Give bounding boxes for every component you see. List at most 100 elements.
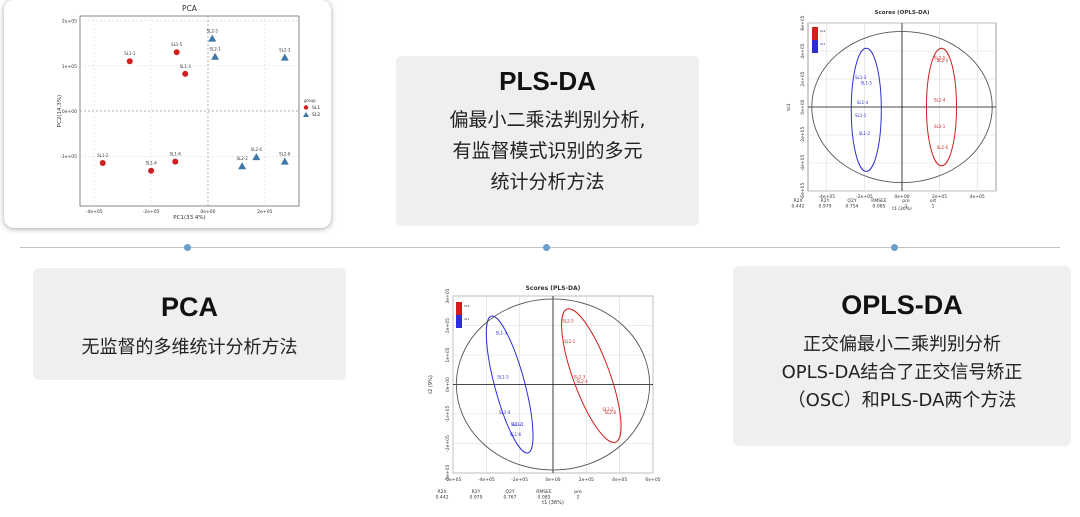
y-tick-label: 1e+05 (62, 64, 77, 70)
y-tick-label: 6e+05 (800, 15, 806, 30)
point-label: SL2-5 (207, 29, 219, 34)
plsda-card-title: PLS-DA (499, 66, 596, 96)
legend-marker-sl1 (303, 105, 309, 110)
legend-label: SL1 (464, 317, 470, 321)
x-tick-label: 2e+05 (932, 194, 947, 200)
point-label: SL1-4 (499, 410, 511, 415)
legend-marker-sl2 (303, 112, 309, 117)
point-label: SL1-3 (496, 330, 508, 335)
y-tick-label: 3e+05 (445, 288, 451, 303)
point-label: SL1-1 (124, 51, 136, 56)
y-tick-label: 2e+05 (62, 19, 77, 25)
x-tick-label: -2e+05 (511, 477, 528, 483)
stat-value: 1 (932, 204, 935, 210)
chart-title: Scores (OPLS-DA) (875, 10, 930, 16)
plsda-scores-plot: -6e+05 -4e+05 -2e+05 0e+00 2e+05 4e+05 6e+05 3e… (428, 285, 661, 506)
x-tick-label: -2e+05 (856, 194, 873, 200)
x-axis-label: t1 (26%) (892, 206, 912, 212)
plsda-desc-line-3: 统计分析方法 (490, 171, 605, 193)
x-tick-label: -4e+05 (478, 477, 495, 483)
x-tick-label: -2e+05 (143, 209, 160, 215)
stat-value: 0.979 (470, 495, 483, 501)
x-axis-label: PC1(33.4%) (173, 215, 205, 221)
data-point-sl2 (211, 52, 220, 60)
plsda-card: PLS-DA 偏最小二乘法判别分析, 有监督模式识别的多元 统计分析方法 (396, 56, 699, 226)
confidence-ellipse-sl1 (485, 315, 534, 454)
point-label: SL1-6 (510, 432, 522, 437)
point-label: SL2-1 (564, 339, 576, 344)
stat-value: 0.085 (538, 495, 551, 501)
data-point-sl1 (172, 158, 179, 165)
legend-swatch-sl1 (812, 40, 818, 53)
confidence-ellipse-sl2 (561, 308, 622, 443)
y-tick-label: 0e+00 (445, 377, 451, 392)
legend-label: SL1 (820, 42, 826, 46)
data-point-sl2 (280, 157, 289, 165)
x-tick-label: 4e+05 (612, 477, 627, 483)
legend-label: SL2 (464, 304, 470, 308)
x-tick-label: 0e+00 (894, 194, 909, 200)
point-label: SL1-5 (171, 42, 183, 47)
chart-title: PCA (182, 4, 198, 13)
stat-value: 0.442 (792, 204, 805, 210)
confidence-ellipse-sl2 (925, 47, 958, 167)
point-label: SL1-3 (855, 75, 867, 80)
oplsda-desc-line-2: OPLS-DA结合了正交信号矫正 (781, 362, 1023, 383)
stat-value: 0.085 (873, 204, 886, 210)
y-tick-label: -4e+05 (800, 154, 806, 171)
plsda-desc-line-2: 有监督模式识别的多元 (452, 140, 643, 162)
point-label: SL1-6 (170, 152, 182, 157)
data-point-sl1 (182, 70, 189, 77)
stat-header: R2Y (821, 198, 830, 204)
x-tick-label: 2e+05 (579, 477, 594, 483)
confidence-ellipse-sl1 (850, 47, 882, 172)
data-point-sl2 (238, 162, 247, 170)
data-point-sl2 (208, 34, 217, 42)
stat-header: ort (930, 198, 937, 204)
y-axis-label: to1 (786, 103, 792, 111)
point-label: SL1-5 (497, 375, 509, 380)
stat-header: Q2Y (847, 198, 856, 204)
y-tick-label: -2e+05 (445, 435, 451, 452)
x-tick-label: -6e+05 (445, 477, 462, 483)
data-point-sl2 (280, 53, 289, 61)
point-label: SL1-2 (859, 131, 871, 136)
data-point-sl1 (99, 160, 106, 167)
data-point-sl1 (173, 49, 180, 56)
point-label: SL2-3 (574, 375, 586, 380)
stat-header: RMSEE (871, 198, 887, 204)
pca-card-description: 无监督的多维统计分析方法 (81, 337, 298, 358)
stat-value: 0.979 (819, 204, 832, 210)
oplsda-desc-line-3: （OSC）和PLS-DA两个方法 (787, 390, 1017, 411)
data-point-sl1 (148, 167, 155, 174)
oplsda-scores-plot: -4e+05 -2e+05 0e+00 2e+05 4e+05 6e+05 4e+05 2e+… (786, 10, 997, 212)
x-tick-label: 4e+05 (970, 194, 985, 200)
legend-swatch-sl1 (456, 315, 462, 328)
point-label: SL1-5 (861, 81, 873, 86)
stat-header: R2Y (472, 489, 481, 495)
point-label: SL2-4 (251, 147, 263, 152)
confidence-ellipse-all (455, 298, 651, 471)
point-label: SL2-6 (937, 145, 949, 150)
oplsda-desc-line-1: 正交偏最小二乘判别分析 (803, 334, 1001, 355)
y-tick-label: -1e+05 (60, 154, 77, 160)
stat-value: 0.442 (436, 495, 449, 501)
point-label: SL1-4 (145, 161, 157, 166)
stat-value: 2 (577, 495, 580, 501)
timeline-dot-plsda (543, 244, 550, 251)
point-label: SL1-1 (855, 113, 867, 118)
data-point-sl1 (126, 58, 133, 65)
point-label: SL2-3 (937, 58, 949, 63)
legend-swatch-sl2 (456, 302, 462, 315)
plsda-plot-panel: -6e+05 -4e+05 -2e+05 0e+00 2e+05 4e+05 6e+05 3e… (420, 282, 675, 515)
point-label: SL2-1 (209, 47, 221, 52)
timeline-dot-oplsda (891, 244, 898, 251)
point-label: SL2-4 (577, 379, 589, 384)
stat-header: Q2Y (505, 489, 514, 495)
point-label: SL2-1 (934, 124, 946, 129)
stat-header: R2X (793, 198, 802, 204)
pca-card: PCA 无监督的多维统计分析方法 (33, 268, 346, 380)
stat-header: RMSEE (536, 489, 552, 495)
plsda-card-description: 偏最小二乘法判别分析, 有监督模式识别的多元 统计分析方法 (396, 105, 699, 198)
point-label: SL2-2 (602, 407, 614, 412)
